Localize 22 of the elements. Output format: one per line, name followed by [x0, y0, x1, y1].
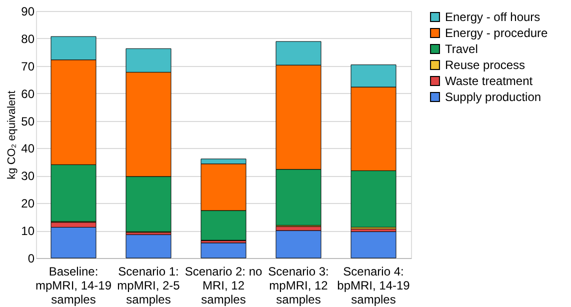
y-tick-label: 30: [21, 169, 35, 184]
y-tick-label: 90: [21, 4, 35, 18]
y-tick-label: 40: [21, 142, 35, 156]
legend-label: Energy - off hours: [445, 10, 540, 24]
legend-label: Reuse process: [445, 58, 526, 72]
y-tick-label: 0: [28, 252, 35, 266]
y-tick-label: 10: [21, 224, 35, 238]
y-axis-title: kg CO₂ equivalent: [6, 90, 18, 180]
y-tick-label: 80: [21, 32, 35, 46]
legend-label: Travel: [445, 42, 478, 56]
legend-label: Energy - procedure: [445, 26, 548, 40]
x-tick-label: Scenario 4: bpMRI, 14-19 samples: [337, 264, 410, 306]
y-tick-label: 50: [21, 114, 35, 128]
x-tick-label: Scenario 3: mpMRI, 12 samples: [268, 264, 329, 306]
x-tick-label: Scenario 2: no MRI, 12 samples: [184, 264, 263, 306]
legend-label: Waste treatment: [445, 74, 534, 88]
y-tick-label: 60: [21, 86, 35, 101]
x-tick-label: Scenario 1: mpMRI, 2-5 samples: [117, 264, 180, 306]
y-tick-label: 70: [21, 59, 35, 74]
y-tick-label: 20: [21, 196, 35, 211]
x-tick-label: Baseline: mpMRI, 14-19 samples: [35, 264, 112, 306]
legend-label: Supply production: [445, 90, 542, 104]
